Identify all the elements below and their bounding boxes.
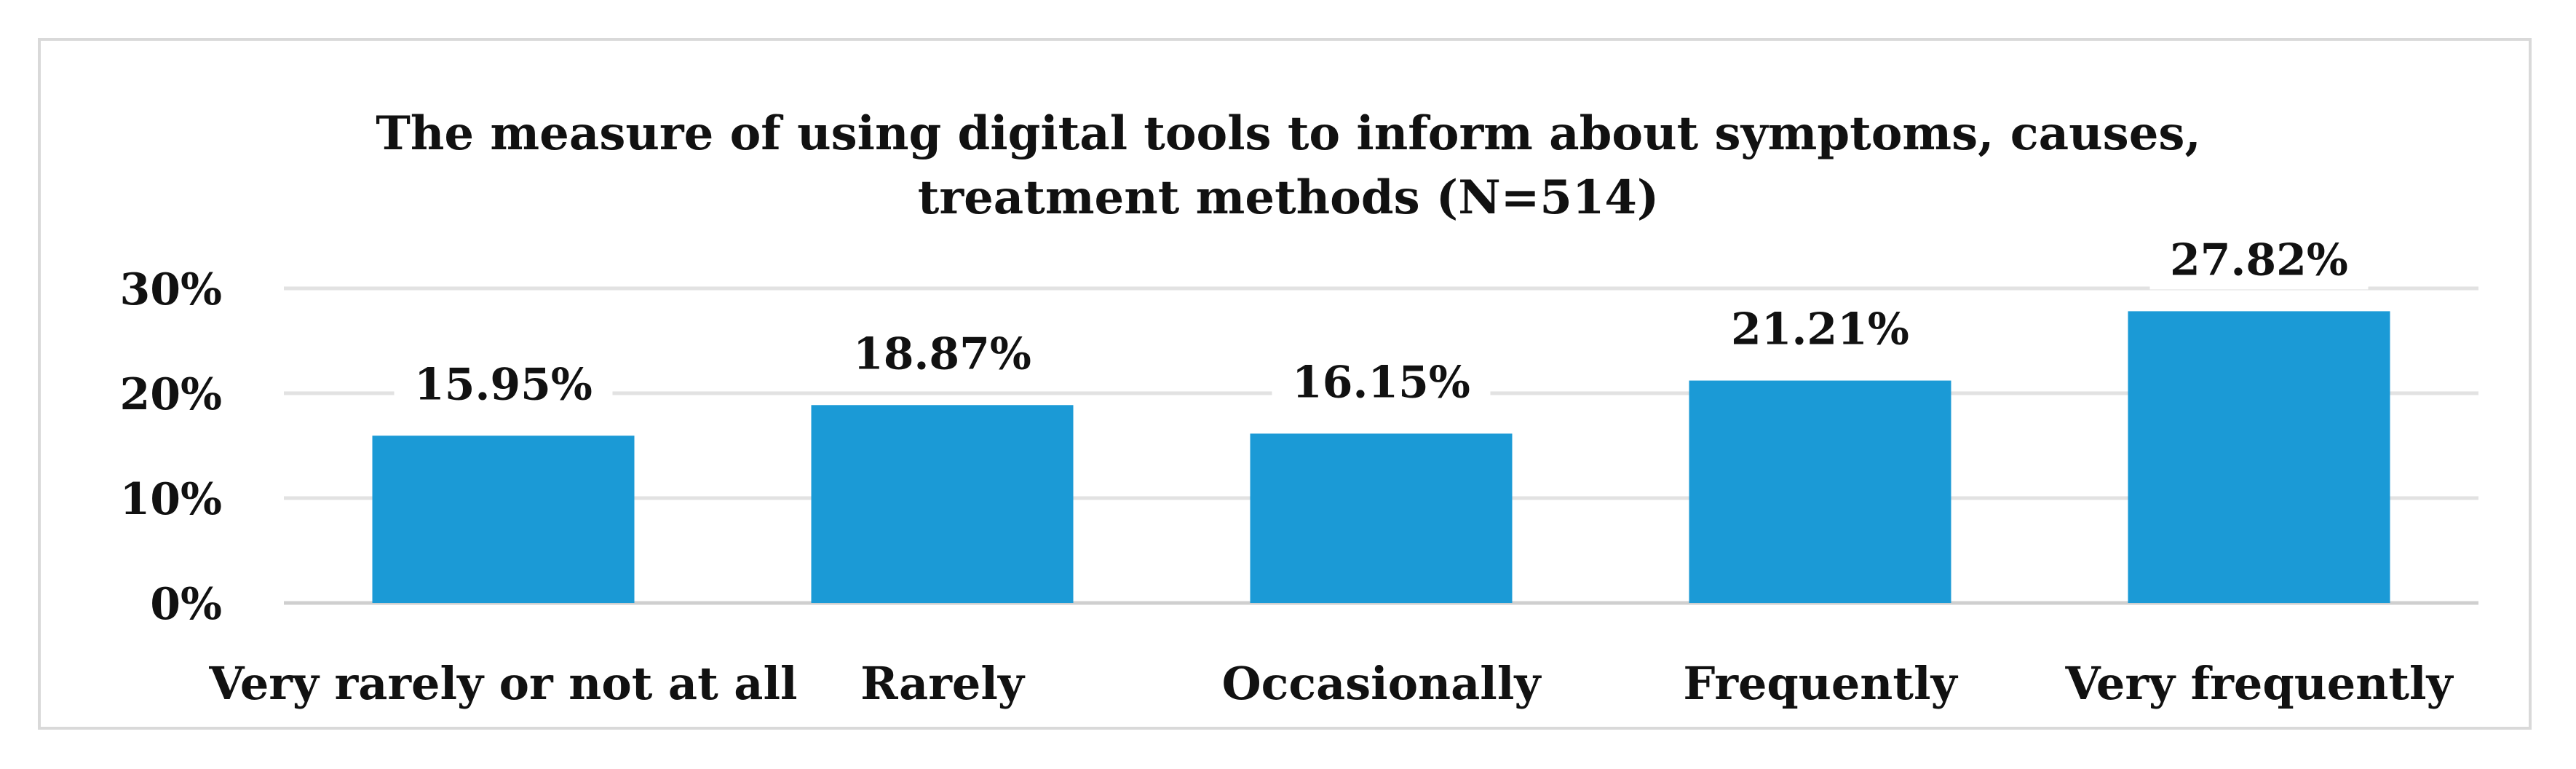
y-axis: 0% 10% 20% 30% xyxy=(119,264,222,630)
data-label-background xyxy=(1272,356,1491,412)
data-label-background xyxy=(394,358,613,414)
x-tick-label: Very frequently xyxy=(2064,657,2454,710)
y-tick-label: 30% xyxy=(119,264,222,315)
bar xyxy=(1250,433,1513,603)
data-label: 21.21% xyxy=(1731,304,1909,355)
data-label: 18.87% xyxy=(853,328,1031,379)
bar xyxy=(2128,311,2390,603)
data-label: 15.95% xyxy=(414,359,593,410)
data-labels: 15.95% 18.87% 16.15% 21.21% 27.82% xyxy=(394,234,2369,414)
bar xyxy=(372,435,635,603)
x-axis: Very rarely or not at all Rarely Occasiona… xyxy=(208,657,2454,710)
x-tick-label: Rarely xyxy=(860,657,1026,710)
x-tick-label: Occasionally xyxy=(1222,657,1542,710)
y-tick-label: 20% xyxy=(119,369,222,420)
data-label-background xyxy=(2149,234,2369,290)
data-label: 16.15% xyxy=(1292,357,1470,408)
x-tick-label: Very rarely or not at all xyxy=(208,657,797,710)
x-tick-label: Frequently xyxy=(1683,657,1958,710)
data-label-background xyxy=(1711,303,1930,359)
bar xyxy=(811,405,1074,603)
bar xyxy=(1689,380,1951,603)
data-label: 27.82% xyxy=(2170,234,2348,285)
chart-title: The measure of using digital tools to in… xyxy=(376,106,2201,225)
data-label-background xyxy=(833,328,1052,384)
y-tick-label: 10% xyxy=(119,474,222,525)
y-tick-label: 0% xyxy=(150,579,222,630)
bars xyxy=(372,311,2390,603)
